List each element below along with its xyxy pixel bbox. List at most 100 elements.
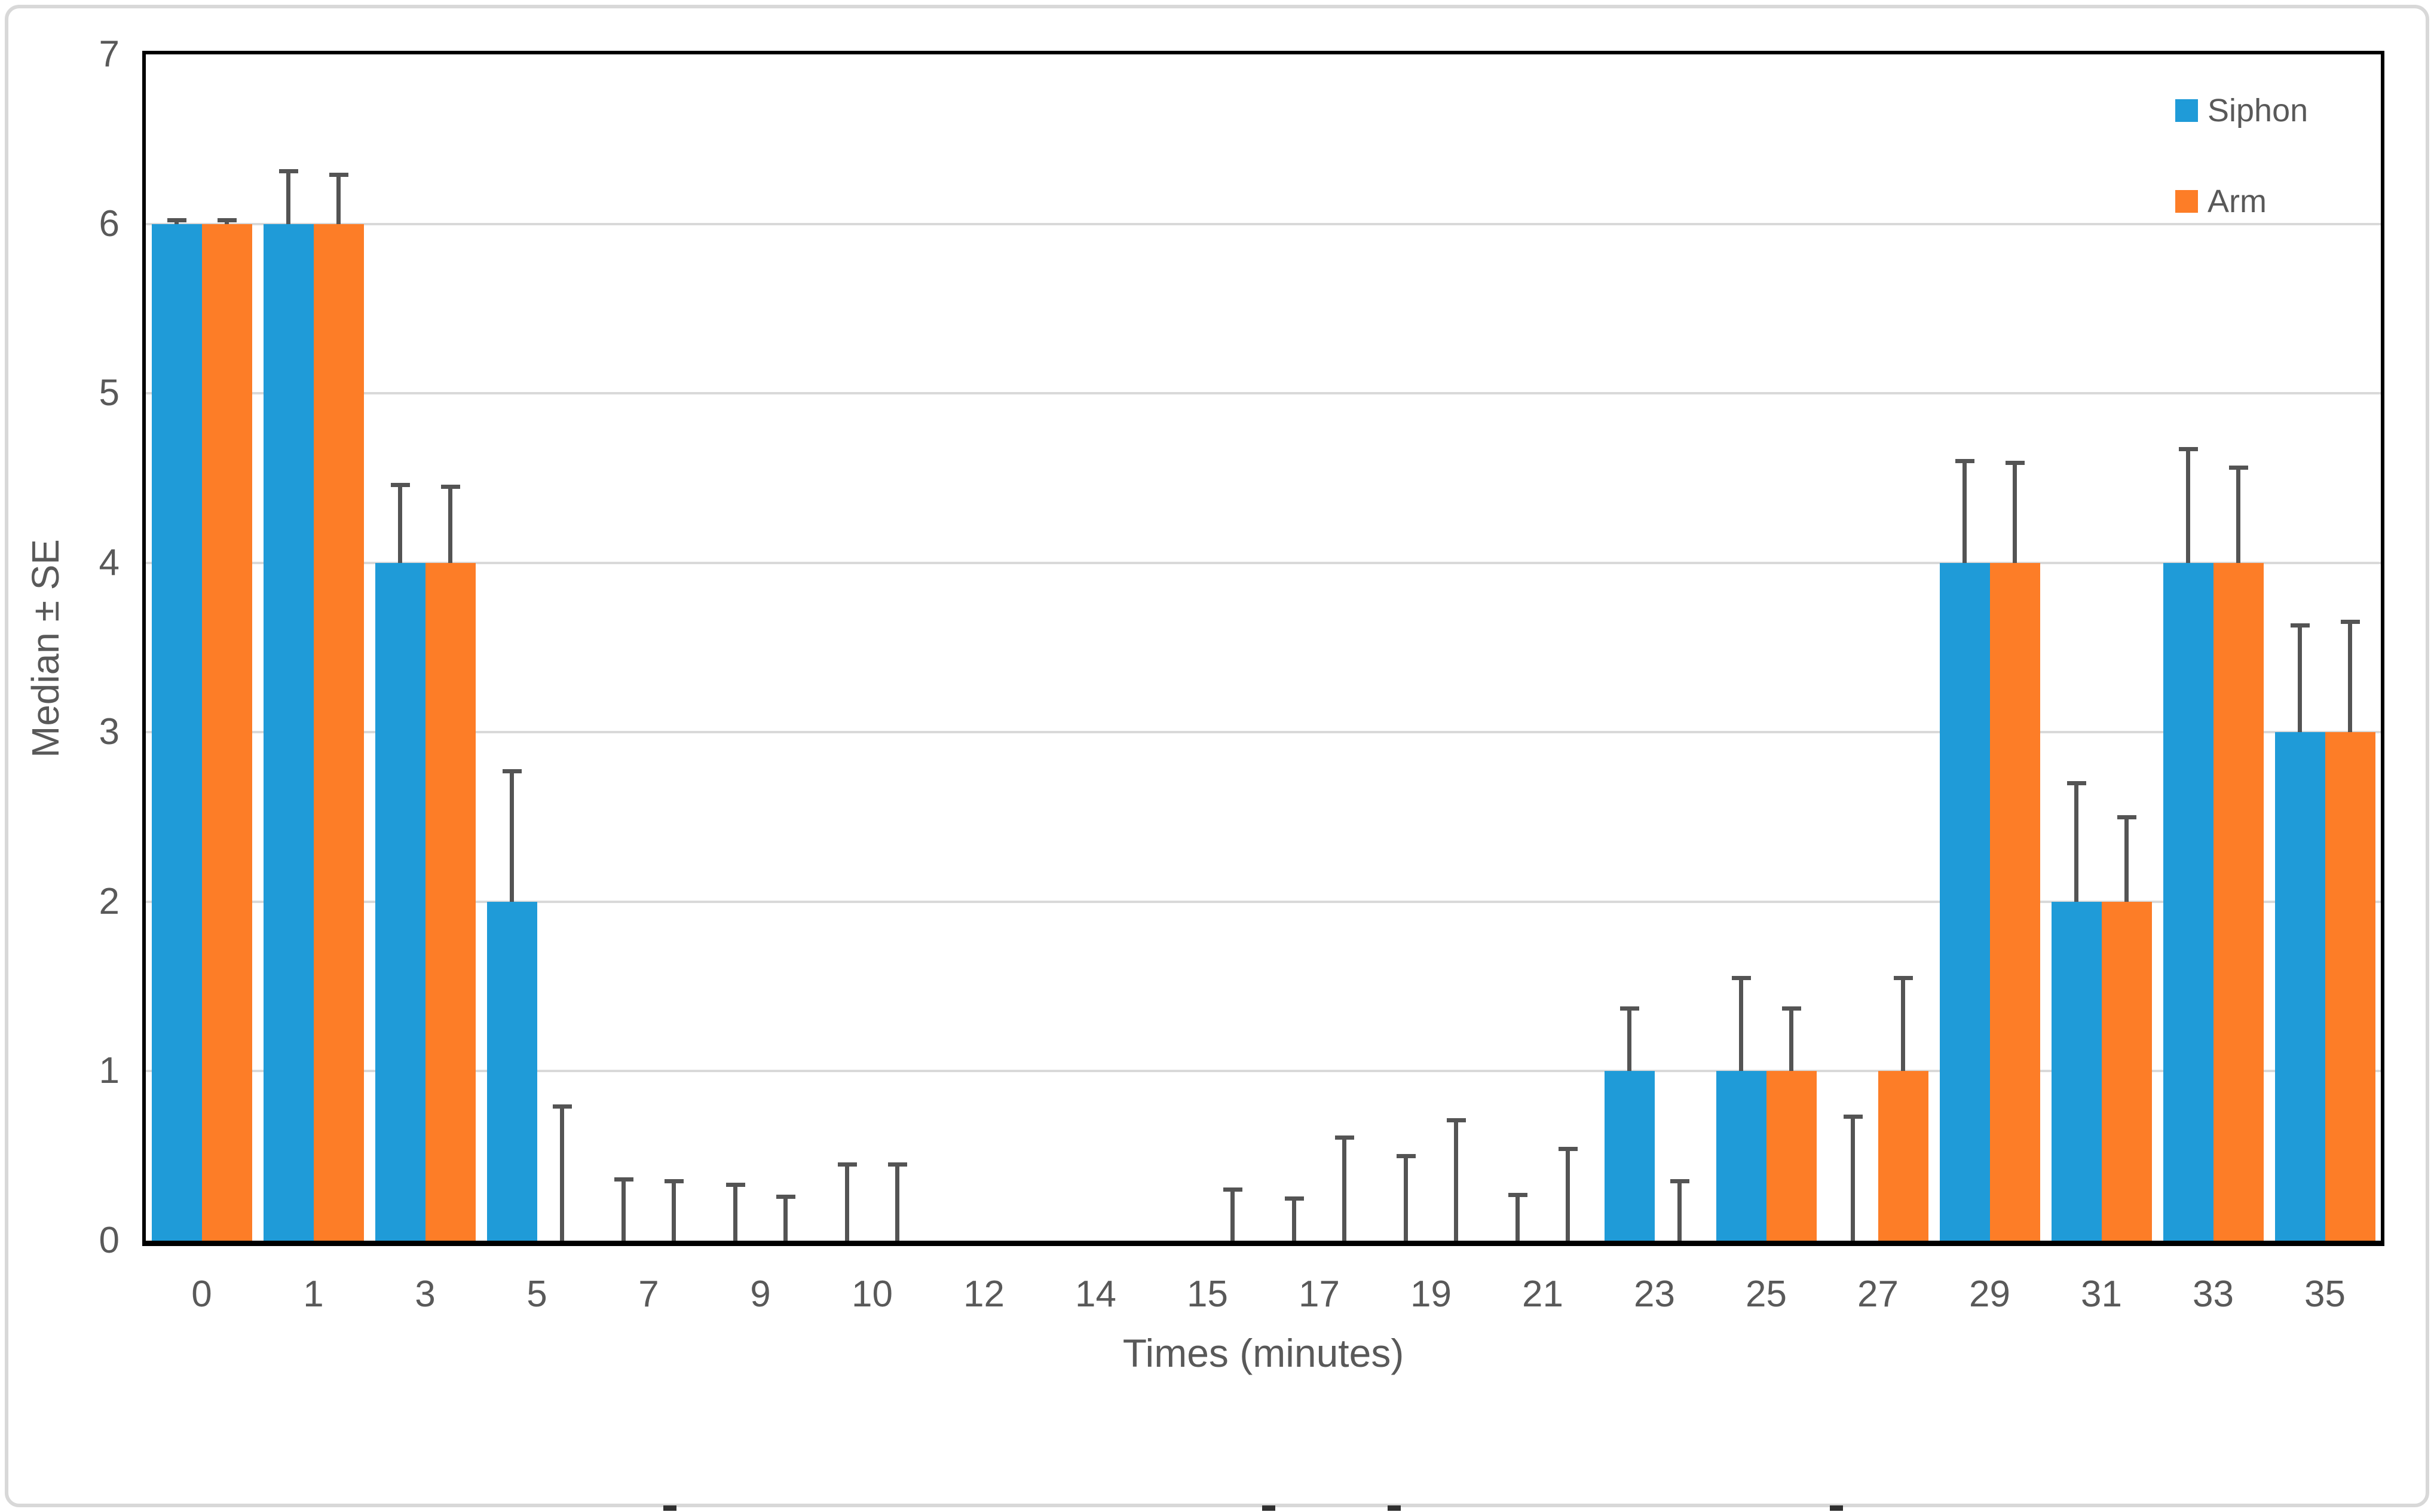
error-bar-cap-arm-17 bbox=[1334, 1135, 1354, 1140]
error-bar-stem-arm-33 bbox=[2236, 467, 2240, 563]
error-bar-stem-arm-35 bbox=[2348, 622, 2352, 733]
error-bar-stem-arm-21 bbox=[1566, 1149, 1570, 1241]
error-bar-cap-arm-21 bbox=[1558, 1147, 1578, 1152]
x-tick-label-35: 35 bbox=[2304, 1274, 2346, 1315]
x-tick-label-19: 19 bbox=[1410, 1274, 1452, 1315]
error-bar-stem-arm-17 bbox=[1342, 1137, 1346, 1241]
bar-arm-0 bbox=[201, 224, 252, 1241]
x-tick-label-17: 17 bbox=[1299, 1274, 1340, 1315]
error-bar-cap-siphon-3 bbox=[390, 482, 410, 487]
error-bar-stem-siphon-1 bbox=[286, 171, 290, 224]
x-tick-label-5: 5 bbox=[526, 1274, 547, 1315]
error-bar-stem-arm-23 bbox=[1677, 1181, 1682, 1241]
gridline-2 bbox=[146, 900, 2381, 903]
error-bar-cap-siphon-33 bbox=[2178, 447, 2198, 452]
error-bar-stem-siphon-31 bbox=[2074, 783, 2078, 902]
bar-arm-29 bbox=[1989, 562, 2040, 1241]
gridline-6 bbox=[146, 222, 2381, 225]
legend: Siphon Arm bbox=[2175, 94, 2390, 276]
legend-label-siphon: Siphon bbox=[2208, 93, 2309, 128]
plot-area bbox=[142, 51, 2384, 1246]
error-bar-cap-arm-33 bbox=[2228, 466, 2248, 470]
gridline-3 bbox=[146, 731, 2381, 734]
y-tick-label-4: 4 bbox=[99, 541, 120, 583]
error-bar-cap-arm-0 bbox=[217, 218, 237, 223]
error-bar-stem-siphon-29 bbox=[1962, 461, 1967, 563]
bar-arm-1 bbox=[313, 224, 364, 1241]
error-bar-stem-arm-15 bbox=[1230, 1189, 1235, 1241]
x-tick-label-31: 31 bbox=[2081, 1274, 2122, 1315]
x-tick-label-23: 23 bbox=[1634, 1274, 1675, 1315]
bar-siphon-33 bbox=[2163, 562, 2213, 1241]
error-bar-stem-arm-19 bbox=[1454, 1120, 1458, 1241]
bar-arm-25 bbox=[1766, 1071, 1817, 1241]
error-bar-cap-siphon-5 bbox=[502, 769, 522, 773]
error-bar-stem-siphon-7 bbox=[621, 1179, 626, 1241]
error-bar-stem-siphon-21 bbox=[1515, 1195, 1520, 1241]
cropped-text-artifact-1 bbox=[1262, 1505, 1275, 1511]
error-bar-stem-siphon-5 bbox=[510, 771, 514, 902]
x-axis-title: Times (minutes) bbox=[1122, 1331, 1404, 1375]
bar-siphon-31 bbox=[2051, 901, 2102, 1241]
error-bar-stem-siphon-33 bbox=[2186, 449, 2190, 563]
error-bar-cap-siphon-27 bbox=[1843, 1115, 1863, 1119]
bar-arm-35 bbox=[2325, 732, 2375, 1241]
x-tick-label-21: 21 bbox=[1522, 1274, 1563, 1315]
x-tick-label-15: 15 bbox=[1187, 1274, 1228, 1315]
error-bar-cap-siphon-10 bbox=[837, 1162, 857, 1167]
error-bar-cap-siphon-17 bbox=[1284, 1196, 1304, 1201]
bar-arm-33 bbox=[2213, 562, 2264, 1241]
bar-siphon-1 bbox=[263, 224, 314, 1241]
error-bar-stem-siphon-10 bbox=[845, 1164, 849, 1241]
bar-siphon-23 bbox=[1604, 1071, 1655, 1241]
error-bar-cap-siphon-31 bbox=[2066, 781, 2086, 785]
error-bar-stem-arm-9 bbox=[783, 1196, 788, 1241]
y-tick-label-0: 0 bbox=[99, 1220, 120, 1261]
error-bar-cap-siphon-25 bbox=[1731, 975, 1751, 980]
gridline-5 bbox=[146, 392, 2381, 395]
x-tick-label-9: 9 bbox=[750, 1274, 771, 1315]
x-tick-label-29: 29 bbox=[1969, 1274, 2010, 1315]
error-bar-stem-siphon-19 bbox=[1404, 1156, 1408, 1241]
x-tick-label-12: 12 bbox=[963, 1274, 1005, 1315]
x-tick-label-33: 33 bbox=[2193, 1274, 2234, 1315]
y-tick-label-5: 5 bbox=[99, 372, 120, 414]
error-bar-stem-siphon-25 bbox=[1739, 978, 1743, 1072]
y-tick-label-2: 2 bbox=[99, 880, 120, 922]
error-bar-stem-siphon-27 bbox=[1851, 1116, 1855, 1241]
error-bar-stem-siphon-35 bbox=[2298, 625, 2302, 733]
error-bar-cap-siphon-23 bbox=[1619, 1006, 1639, 1011]
x-tick-label-10: 10 bbox=[852, 1274, 893, 1315]
legend-label-arm: Arm bbox=[2208, 183, 2267, 219]
bar-siphon-5 bbox=[486, 901, 537, 1241]
x-tick-label-14: 14 bbox=[1075, 1274, 1116, 1315]
y-tick-label-7: 7 bbox=[99, 33, 120, 75]
y-tick-label-1: 1 bbox=[99, 1050, 120, 1092]
cropped-text-artifact-2 bbox=[1388, 1505, 1401, 1511]
error-bar-stem-arm-25 bbox=[1789, 1008, 1793, 1072]
legend-swatch-arm bbox=[2175, 190, 2198, 213]
error-bar-cap-arm-15 bbox=[1223, 1187, 1242, 1192]
error-bar-cap-siphon-21 bbox=[1508, 1192, 1527, 1197]
legend-item-arm: Arm bbox=[2175, 185, 2390, 218]
x-tick-label-27: 27 bbox=[1857, 1274, 1899, 1315]
error-bar-stem-arm-5 bbox=[560, 1106, 564, 1241]
error-bar-stem-arm-7 bbox=[672, 1181, 676, 1241]
legend-item-siphon: Siphon bbox=[2175, 94, 2390, 127]
error-bar-cap-siphon-9 bbox=[725, 1182, 745, 1187]
bar-siphon-35 bbox=[2274, 732, 2325, 1241]
x-tick-label-0: 0 bbox=[191, 1274, 212, 1315]
y-tick-label-3: 3 bbox=[99, 711, 120, 753]
error-bar-cap-siphon-0 bbox=[167, 218, 186, 223]
x-tick-label-3: 3 bbox=[415, 1274, 436, 1315]
error-bar-cap-arm-3 bbox=[440, 484, 460, 489]
error-bar-cap-arm-31 bbox=[2117, 815, 2136, 819]
error-bar-cap-siphon-19 bbox=[1396, 1153, 1416, 1158]
cropped-text-artifact-3 bbox=[1830, 1505, 1843, 1511]
error-bar-cap-siphon-35 bbox=[2290, 623, 2310, 628]
error-bar-cap-arm-9 bbox=[776, 1194, 795, 1199]
error-bar-cap-arm-29 bbox=[2005, 460, 2025, 465]
error-bar-stem-siphon-23 bbox=[1627, 1008, 1631, 1072]
error-bar-cap-arm-7 bbox=[664, 1179, 684, 1184]
